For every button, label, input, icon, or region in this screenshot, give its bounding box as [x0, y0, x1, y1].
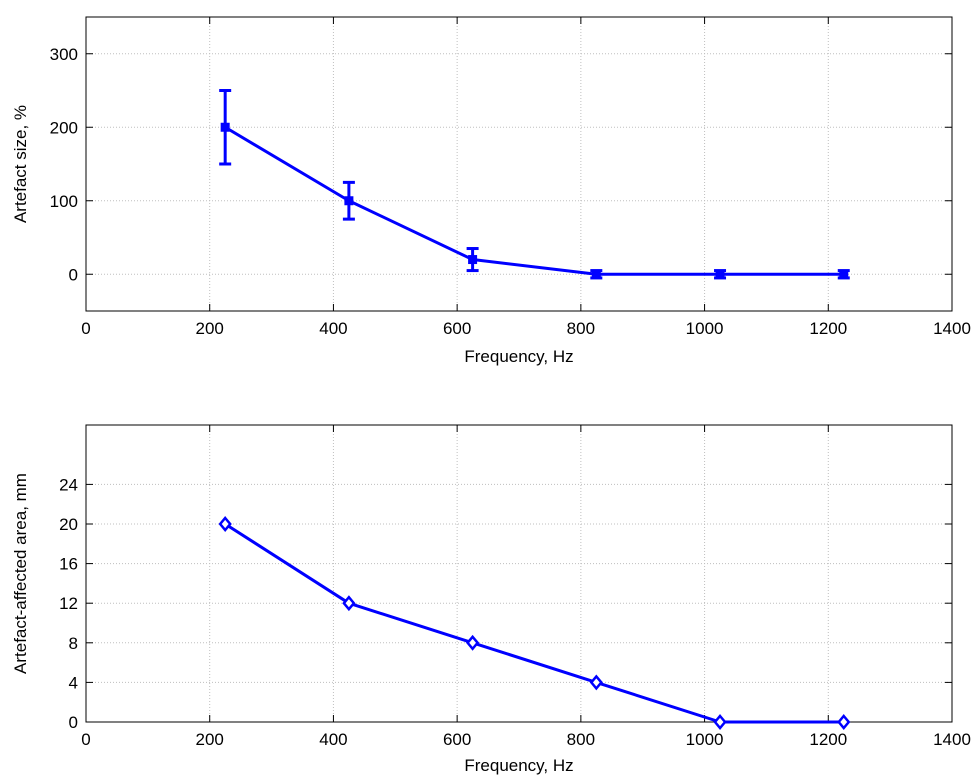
y-tick-label: 8: [69, 634, 78, 653]
y-tick-label: 0: [69, 713, 78, 732]
data-point: [591, 269, 601, 279]
data-point: [342, 595, 356, 612]
y-tick-label: 20: [59, 515, 78, 534]
data-point: [468, 255, 478, 265]
y-tick-label: 12: [59, 594, 78, 613]
data-point: [465, 634, 480, 651]
series-line: [224, 125, 844, 276]
y-tick-label: 300: [50, 45, 78, 64]
x-tick-label: 1000: [686, 730, 724, 749]
x-tick-label: 0: [81, 730, 90, 749]
axes-frame: [85, 424, 953, 723]
x-axis-label: Frequency, Hz: [464, 347, 573, 366]
y-tick-label: 24: [59, 475, 78, 494]
x-tick-label: 1000: [686, 319, 724, 338]
data-point: [839, 269, 849, 279]
data-point: [837, 714, 851, 730]
axes-frame: [85, 16, 953, 312]
data-point: [220, 122, 230, 132]
x-axis-label: Frequency, Hz: [464, 756, 573, 775]
data-point: [218, 516, 232, 532]
y-tick-label: 16: [59, 555, 78, 574]
x-tick-label: 200: [196, 730, 224, 749]
y-tick-label: 100: [50, 192, 78, 211]
x-tick-label: 600: [443, 319, 471, 338]
data-point: [344, 196, 354, 206]
x-tick-label: 1400: [933, 319, 971, 338]
data-point: [715, 269, 725, 279]
y-tick-label: 4: [69, 673, 78, 692]
y-tick-label: 0: [69, 265, 78, 284]
x-tick-label: 800: [567, 319, 595, 338]
x-tick-label: 1400: [933, 730, 971, 749]
y-axis-label: Artefact-affected area, mm: [11, 473, 30, 674]
series-line: [224, 522, 844, 724]
x-tick-label: 1200: [809, 319, 847, 338]
data-point: [589, 674, 603, 691]
y-tick-label: 200: [50, 118, 78, 137]
data-point: [713, 714, 727, 730]
top-plot: 0 200 400 600 800 1000 1200 1400 0 100 200 300 Frequ…: [11, 16, 971, 366]
x-tick-label: 400: [319, 730, 347, 749]
x-tick-label: 400: [319, 319, 347, 338]
bottom-plot: 0 200 400 600 800 1000 1200 1400 0 4 8 12 16 20 24 Freq…: [11, 424, 971, 775]
x-tick-label: 800: [567, 730, 595, 749]
x-tick-label: 600: [443, 730, 471, 749]
x-tick-label: 1200: [809, 730, 847, 749]
x-tick-label: 0: [81, 319, 90, 338]
x-tick-label: 200: [196, 319, 224, 338]
y-axis-label: Artefact size, %: [11, 105, 30, 223]
